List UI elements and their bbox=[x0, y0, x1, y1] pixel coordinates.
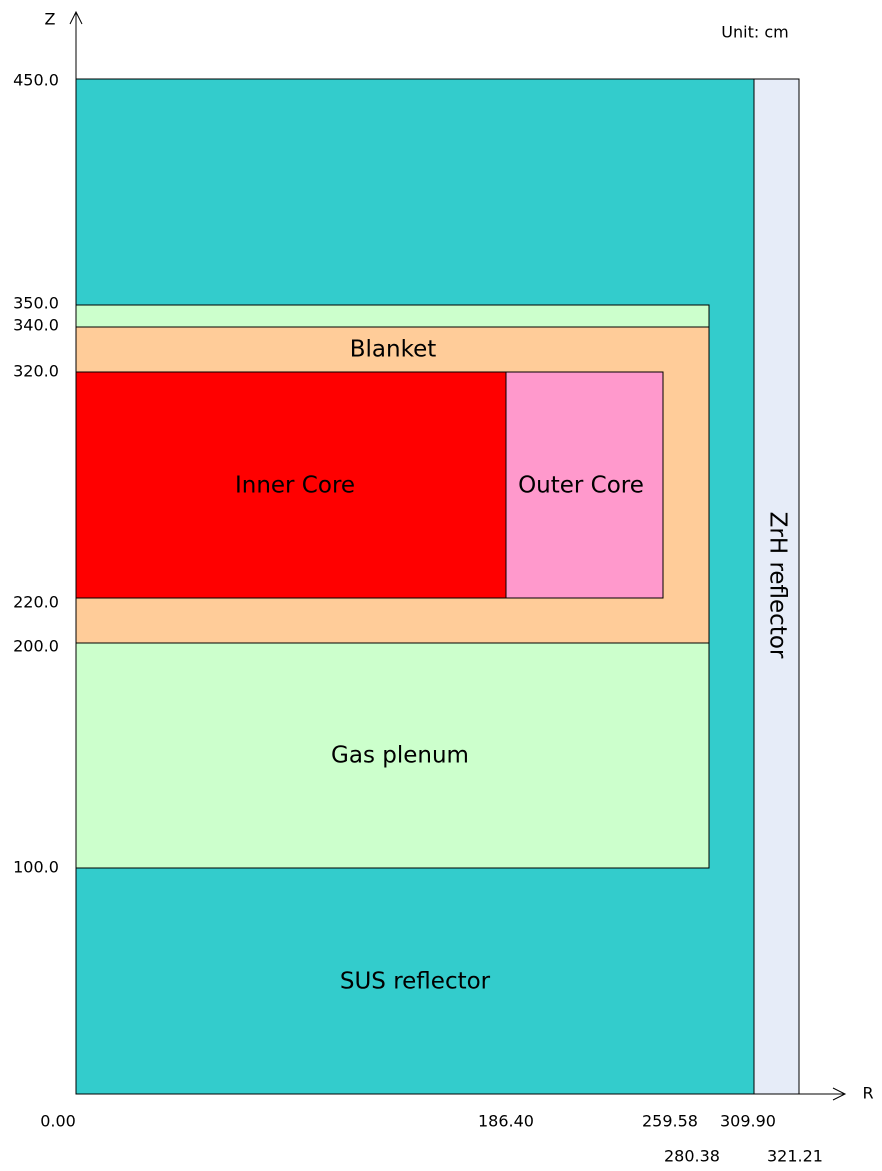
upper-band bbox=[75, 304, 710, 328]
region-label: ZrH reflector bbox=[765, 512, 791, 659]
r-tick-label: 186.40 bbox=[478, 1112, 534, 1131]
region-label: Inner Core bbox=[235, 473, 355, 499]
r-tick-label: 259.58 bbox=[642, 1112, 698, 1131]
z-arrow bbox=[69, 10, 83, 25]
inner-core-region bbox=[75, 371, 507, 599]
unit-label: Unit: cm bbox=[721, 23, 788, 42]
z-axis-label: Z bbox=[45, 10, 56, 29]
region-label: SUS reflector bbox=[340, 969, 491, 995]
zrh-reflector-region bbox=[753, 78, 800, 1095]
z-tick-label: 320.0 bbox=[13, 362, 59, 381]
z-tick-label: 340.0 bbox=[13, 316, 59, 335]
region-label: Gas plenum bbox=[331, 743, 469, 769]
r-tick-label: 309.90 bbox=[720, 1112, 776, 1131]
z-tick-label: 220.0 bbox=[13, 593, 59, 612]
outer-core-region bbox=[505, 371, 664, 599]
r-tick-label: 0.00 bbox=[40, 1112, 76, 1131]
z-tick-label: 200.0 bbox=[13, 637, 59, 656]
region-label: Blanket bbox=[350, 337, 437, 363]
r-axis-label: R bbox=[862, 1084, 873, 1103]
r-arrow bbox=[832, 1087, 847, 1101]
r-tick-label: 280.38 bbox=[664, 1147, 720, 1166]
r-tick-label: 321.21 bbox=[767, 1147, 823, 1166]
z-tick-label: 100.0 bbox=[13, 858, 59, 877]
z-tick-label: 350.0 bbox=[13, 294, 59, 313]
z-tick-label: 450.0 bbox=[13, 71, 59, 90]
gas-plenum-region bbox=[75, 642, 710, 869]
region-label: Outer Core bbox=[518, 473, 644, 499]
